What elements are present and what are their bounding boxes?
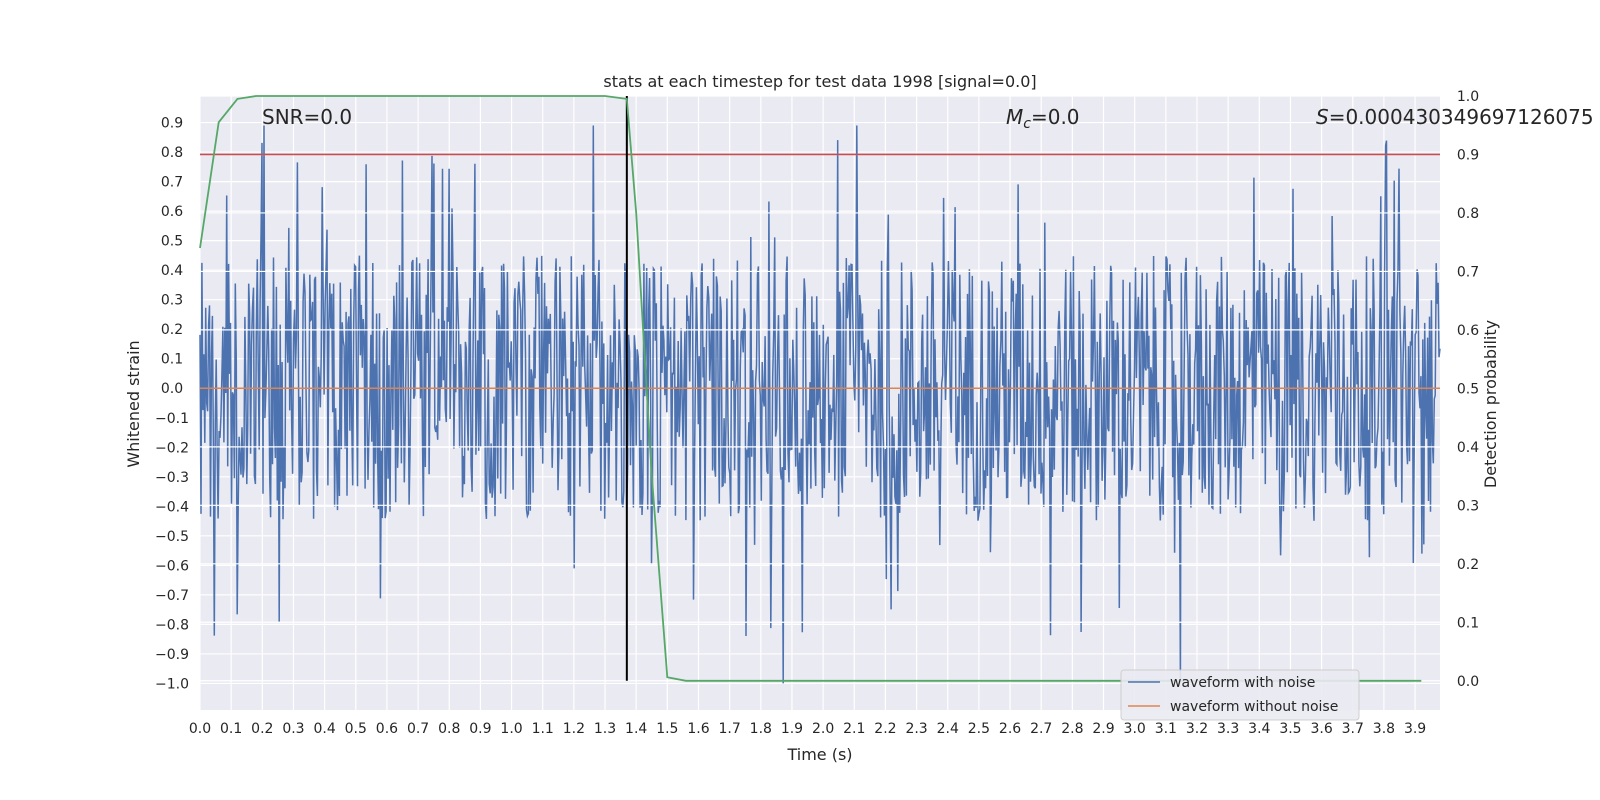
- y2-tick-label: 0.4: [1457, 440, 1479, 456]
- x-tick-label: 2.4: [937, 721, 959, 737]
- y-tick-label: −0.2: [155, 440, 189, 456]
- x-tick-label: 0.0: [189, 721, 211, 737]
- y2-tick-label: 0.0: [1457, 674, 1479, 690]
- s-symbol: S: [1316, 105, 1329, 129]
- x-tick-label: 3.9: [1404, 721, 1426, 737]
- detection-probability-line: [199, 95, 1422, 682]
- x-tick-label: 2.9: [1092, 721, 1114, 737]
- x-tick-label: 1.2: [563, 721, 585, 737]
- x-tick-label: 2.7: [1030, 721, 1052, 737]
- y2-tick-label: 0.6: [1457, 323, 1479, 339]
- y2-tick-label: 0.2: [1457, 557, 1479, 573]
- x-tick-label: 3.5: [1279, 721, 1301, 737]
- mc-symbol: M: [1006, 105, 1023, 129]
- x-tick-label: 1.5: [656, 721, 678, 737]
- x-tick-label: 3.8: [1373, 721, 1395, 737]
- y2-axis-label: Detection probability: [1481, 320, 1500, 488]
- x-tick-label: 0.8: [438, 721, 460, 737]
- x-tick-label: 1.1: [532, 721, 554, 737]
- tick-labels: 0.0 0.1 0.2 0.3 0.4 0.5 0.6 0.7 0.8 0.9 1.0 1.1 1.2 1…: [155, 89, 1479, 737]
- mc-value: =0.0: [1031, 105, 1080, 129]
- x-tick-label: 0.6: [376, 721, 398, 737]
- x-tick-label: 3.7: [1342, 721, 1364, 737]
- x-tick-label: 3.0: [1124, 721, 1146, 737]
- x-tick-label: 1.9: [781, 721, 803, 737]
- snr-annotation: SNR=0.0: [262, 105, 352, 129]
- y-tick-label: 0.1: [161, 352, 183, 368]
- y-tick-label: −0.8: [155, 617, 189, 633]
- y-tick-label: 0.2: [161, 322, 183, 338]
- chart-title: stats at each timestep for test data 199…: [603, 72, 1036, 91]
- legend: waveform with noise waveform without noi…: [1120, 669, 1360, 721]
- y2-tick-label: 0.1: [1457, 615, 1479, 631]
- y-tick-label: −0.4: [155, 499, 189, 515]
- y2-tick-label: 0.3: [1457, 498, 1479, 514]
- legend-box: [1120, 669, 1360, 721]
- x-tick-label: 2.5: [968, 721, 990, 737]
- x-tick-label: 1.7: [719, 721, 741, 737]
- x-tick-label: 1.3: [594, 721, 616, 737]
- x-tick-label: 0.7: [407, 721, 429, 737]
- legend-label-clean: waveform without noise: [1170, 699, 1338, 715]
- x-tick-label: 2.3: [905, 721, 927, 737]
- y-tick-label: 0.5: [161, 234, 183, 250]
- x-tick-label: 0.1: [220, 721, 242, 737]
- x-tick-label: 3.3: [1217, 721, 1239, 737]
- x-tick-label: 3.2: [1186, 721, 1208, 737]
- x-axis-label: Time (s): [786, 745, 852, 764]
- mc-subscript: c: [1023, 116, 1031, 132]
- x-tick-label: 1.0: [500, 721, 522, 737]
- x-tick-label: 1.8: [750, 721, 772, 737]
- x-tick-label: 0.3: [282, 721, 304, 737]
- x-tick-label: 0.9: [469, 721, 491, 737]
- s-annotation: S=0.00043034969712607​5: [1316, 105, 1594, 129]
- x-tick-label: 2.8: [1061, 721, 1083, 737]
- y2-tick-label: 0.9: [1457, 147, 1479, 163]
- y2-tick-label: 0.7: [1457, 264, 1479, 280]
- x-tick-label: 2.6: [999, 721, 1021, 737]
- x-tick-label: 2.2: [874, 721, 896, 737]
- y-axis-label: Whitened strain: [124, 340, 143, 467]
- y-tick-label: 0.4: [161, 263, 183, 279]
- y-tick-label: −0.1: [155, 411, 189, 427]
- x-tick-label: 3.6: [1310, 721, 1332, 737]
- y2-tick-label: 1.0: [1457, 89, 1479, 105]
- x-tick-label: 0.2: [251, 721, 273, 737]
- y-tick-label: 0.7: [161, 175, 183, 191]
- x-tick-label: 3.4: [1248, 721, 1270, 737]
- x-tick-label: 2.0: [812, 721, 834, 737]
- overlay-lines: [199, 95, 1440, 682]
- y-tick-label: −0.5: [155, 529, 189, 545]
- y-tick-label: −1.0: [155, 676, 189, 692]
- y-tick-label: 0.6: [161, 204, 183, 220]
- x-tick-label: 0.4: [313, 721, 335, 737]
- y2-tick-label: 0.5: [1457, 381, 1479, 397]
- x-tick-label: 1.6: [687, 721, 709, 737]
- y-tick-label: −0.7: [155, 588, 189, 604]
- mc-annotation: Mc=0.0: [1006, 105, 1080, 132]
- y-tick-label: 0.3: [161, 293, 183, 309]
- s-value: =0.00043034969712607​5: [1329, 105, 1594, 129]
- x-tick-label: 2.1: [843, 721, 865, 737]
- legend-label-noise: waveform with noise: [1170, 675, 1315, 691]
- x-tick-label: 0.5: [345, 721, 367, 737]
- x-tick-label: 1.4: [625, 721, 647, 737]
- y-tick-label: 0.0: [161, 381, 183, 397]
- y-tick-label: 0.9: [161, 116, 183, 132]
- y-tick-label: −0.9: [155, 647, 189, 663]
- y2-tick-label: 0.8: [1457, 206, 1479, 222]
- y-tick-label: −0.3: [155, 470, 189, 486]
- y-tick-label: 0.8: [161, 145, 183, 161]
- y-tick-label: −0.6: [155, 558, 189, 574]
- x-tick-label: 3.1: [1155, 721, 1177, 737]
